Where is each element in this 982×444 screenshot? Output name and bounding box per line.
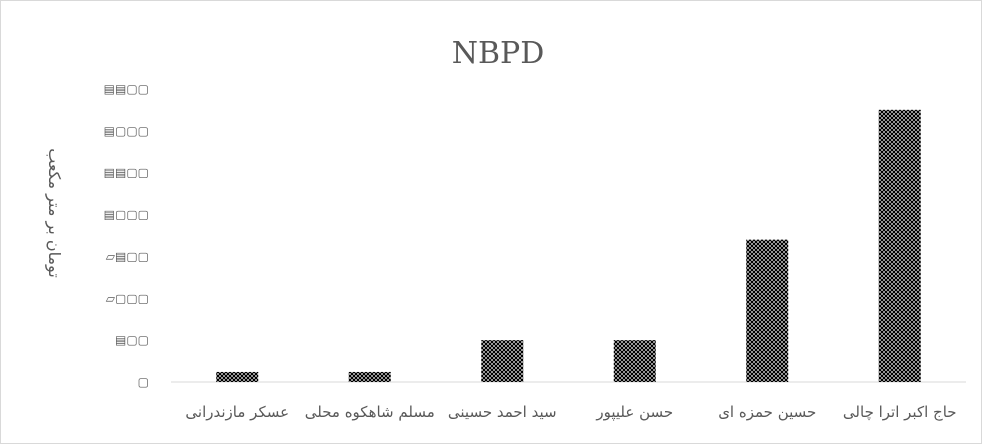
category-label: حسین حمزه ای — [718, 403, 816, 421]
category-label: حاج اکبر اترا چالی — [843, 403, 957, 422]
category-label: سید احمد حسینی — [448, 403, 557, 421]
category-label: حسن علیپور — [595, 403, 673, 422]
bar — [348, 371, 391, 382]
y-tick-label: ▤▢▢▢ — [104, 208, 149, 222]
category-label: مسلم شاهکوه محلی — [305, 403, 435, 421]
chart-title: NBPD — [452, 36, 545, 71]
y-tick-label: ▱▤▢▢ — [106, 249, 149, 263]
y-tick-label: ▤▢▢▢ — [104, 124, 149, 138]
bar — [878, 109, 921, 382]
bar — [746, 239, 789, 382]
y-tick-label: ▢ — [138, 375, 149, 389]
category-label: عسکر مازندرانی — [185, 403, 289, 421]
category-labels: عسکر مازندرانی مسلم شاهکوه محلی سید احمد ح… — [185, 403, 956, 422]
y-tick-label: ▱▢▢▢ — [106, 291, 149, 305]
y-axis-label: تومان بر متر مکعب — [44, 148, 64, 278]
y-tick-label: ▤▤▢▢ — [104, 82, 149, 96]
y-tick-label: ▤▢▢ — [115, 333, 149, 347]
bars — [216, 109, 921, 382]
bar — [216, 371, 259, 382]
bar — [481, 340, 524, 382]
bar — [613, 340, 656, 382]
y-tick-label: ▤▤▢▢ — [104, 166, 149, 180]
y-tick-labels: ▢ ▤▢▢ ▱▢▢▢ ▱▤▢▢ ▤▢▢▢ ▤▤▢▢ ▤▢▢▢ ▤▤▢▢ — [104, 82, 149, 389]
